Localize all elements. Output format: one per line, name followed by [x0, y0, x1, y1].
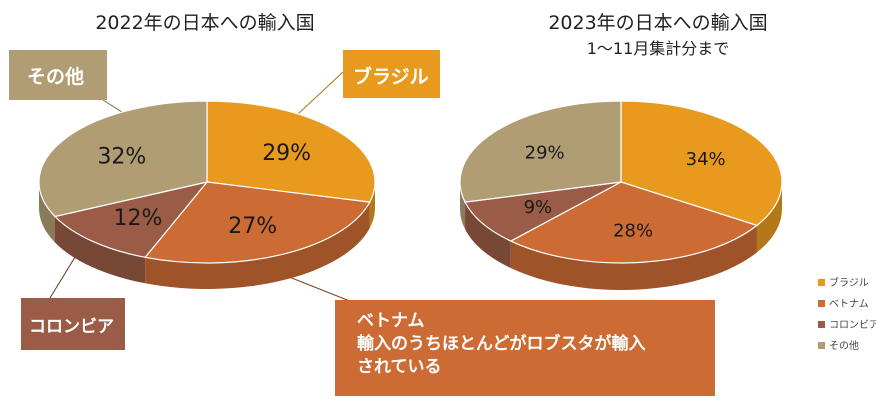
- callout-vietnam-line1: ベトナム: [357, 311, 425, 331]
- legend-label-3: その他: [829, 339, 859, 352]
- pie2-slice-2: [464, 181, 622, 242]
- pie1-side-1: [145, 202, 370, 289]
- pie2-side-1: [510, 225, 757, 290]
- chart1-title: 2022年の日本への輸入国: [95, 12, 314, 34]
- pie1-label-3: 32%: [97, 145, 146, 170]
- pie1-slice-2: [53, 181, 209, 258]
- callout-vietnam-line2: 輸入のうちほとんどがロブスタが輸入: [357, 334, 646, 354]
- pie1-slice-0: [206, 100, 376, 203]
- legend-swatch-1: [818, 300, 825, 307]
- callout-brazil-label: ブラジル: [353, 66, 429, 88]
- callout-other-label: その他: [27, 66, 85, 88]
- pie1-slice-3: [38, 100, 208, 218]
- pie1-label-0: 29%: [262, 141, 311, 166]
- pie2-label-2: 9%: [524, 197, 553, 218]
- legend-label-1: ベトナム: [829, 298, 869, 310]
- chart2-subtitle: 1～11月集計分まで: [587, 39, 730, 58]
- legend-swatch-0: [818, 279, 825, 286]
- pie1-side-2: [54, 216, 146, 284]
- legend-label-2: コロンビア: [829, 319, 876, 331]
- pie1-slice-1: [144, 181, 371, 264]
- callout-colombia-label: コロンビア: [29, 317, 114, 337]
- legend-swatch-3: [818, 342, 825, 349]
- pie2-label-3: 29%: [525, 143, 565, 164]
- pie2-slice-1: [509, 181, 759, 264]
- callout-brazil: ブラジル: [343, 50, 440, 98]
- pie1-label-1: 27%: [228, 214, 277, 239]
- callout-vietnam-line3: されている: [357, 357, 442, 377]
- callout-colombia: コロンビア: [21, 298, 125, 350]
- callout-vietnam: ベトナム 輸入のうちほとんどがロブスタが輸入 されている: [335, 300, 715, 396]
- pie1-side-3: [39, 182, 55, 243]
- chart2-title: 2023年の日本への輸入国: [548, 12, 767, 34]
- pie-chart-2023: 34% 28% 9% 29%: [459, 100, 783, 290]
- legend-label-0: ブラジル: [829, 276, 869, 289]
- pie2-side-0: [756, 182, 782, 253]
- pie2-slice-3: [459, 100, 622, 203]
- callout-other: その他: [9, 50, 107, 100]
- pie1-label-2: 12%: [114, 206, 163, 231]
- legend-swatch-2: [818, 321, 825, 328]
- pie2-label-0: 34%: [686, 149, 726, 170]
- pie-chart-2022: 29% 27% 12% 32%: [38, 100, 376, 289]
- pie2-label-1: 28%: [613, 221, 653, 242]
